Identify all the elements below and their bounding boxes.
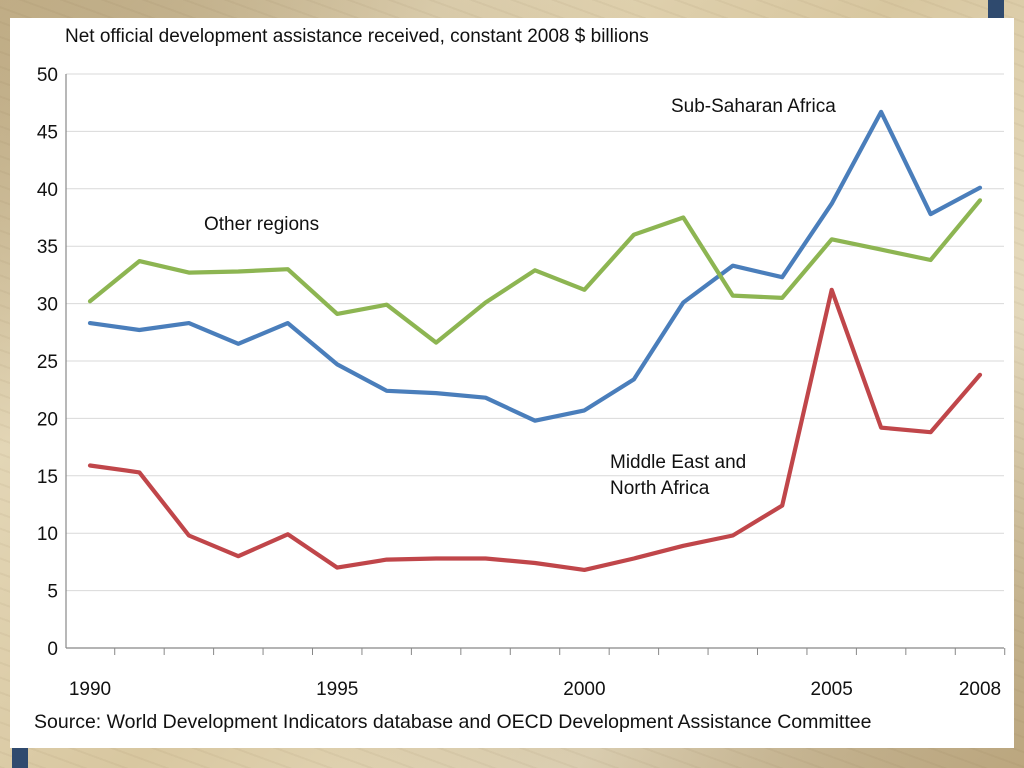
chart-panel: 0 5 10 15 20 25 30 35 40 45 50 1990 1995 2000 2005 2008… bbox=[10, 18, 1014, 748]
source-note: Source: World Development Indicators dat… bbox=[34, 711, 872, 733]
series-line-other-regions bbox=[87, 198, 983, 345]
series-line-middle-east-and-north-africa bbox=[87, 287, 983, 573]
line-chart: 0 5 10 15 20 25 30 35 40 45 50 1990 1995 2000 2005 2008 bbox=[37, 65, 1006, 700]
x-tick-label-2000: 2000 bbox=[563, 679, 605, 700]
y-tick-label-50: 50 bbox=[37, 65, 58, 86]
slide-accent-bar-top-right bbox=[988, 0, 1004, 18]
y-tick-label-35: 35 bbox=[37, 237, 58, 258]
y-tick-label-40: 40 bbox=[37, 180, 58, 201]
y-tick-label-10: 10 bbox=[37, 524, 58, 545]
series-line-sub-saharan-africa bbox=[87, 109, 983, 423]
y-tick-label-5: 5 bbox=[47, 582, 58, 603]
label-middle-east-north-africa: Middle East and North Africa bbox=[610, 450, 746, 502]
x-tick-label-1990: 1990 bbox=[69, 679, 111, 700]
y-tick-label-25: 25 bbox=[37, 352, 58, 373]
label-middle-east-line-1: Middle East and bbox=[610, 452, 747, 473]
label-middle-east-line-2: North Africa bbox=[610, 478, 710, 499]
y-tick-label-15: 15 bbox=[37, 467, 58, 488]
chart-title: Net official development assistance rece… bbox=[65, 26, 649, 47]
y-tick-label-20: 20 bbox=[37, 409, 58, 430]
x-tick-label-2005: 2005 bbox=[811, 679, 853, 700]
y-tick-label-45: 45 bbox=[37, 122, 58, 143]
label-other-regions: Other regions bbox=[204, 214, 320, 235]
y-tick-label-30: 30 bbox=[37, 295, 58, 316]
x-tick-label-1995: 1995 bbox=[316, 679, 358, 700]
x-tick-label-2008: 2008 bbox=[959, 679, 1001, 700]
y-tick-label-0: 0 bbox=[47, 639, 58, 660]
label-sub-saharan-africa: Sub-Saharan Africa bbox=[671, 96, 836, 117]
